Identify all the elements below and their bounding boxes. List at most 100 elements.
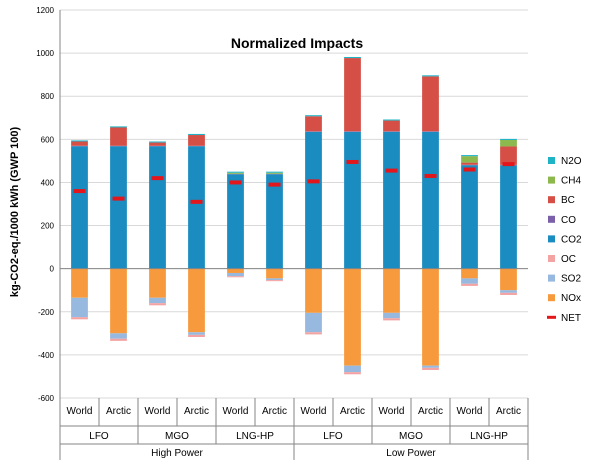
y-tick-label: 0	[50, 265, 55, 274]
bar-segment-n2o	[266, 172, 283, 173]
bar-segment-co2	[266, 174, 283, 268]
bar-segment-bc	[383, 121, 400, 132]
x-category-label: Arctic	[262, 406, 287, 417]
bar-segment-nox	[71, 269, 88, 298]
bar-segment-so2	[71, 298, 88, 317]
bar-segment-nox	[461, 269, 478, 279]
legend-swatch-so2	[548, 275, 555, 282]
fuel-group-label: LNG-HP	[470, 431, 508, 442]
gridlines	[60, 10, 528, 398]
fuel-group-label: LFO	[89, 431, 109, 442]
bar-segment-nox	[227, 269, 244, 273]
net-marker	[113, 197, 125, 201]
net-marker	[464, 168, 476, 172]
bar-segment-n2o	[461, 155, 478, 156]
legend-swatch-n2o	[548, 157, 555, 164]
legend-label: CO2	[561, 234, 582, 245]
x-category-label: Arctic	[184, 406, 209, 417]
bar-segment-oc	[344, 372, 361, 374]
bar-segment-n2o	[110, 126, 127, 127]
bar-segment-oc	[422, 368, 439, 370]
power-group-label: High Power	[151, 448, 203, 459]
bar-segment-co2	[71, 146, 88, 268]
y-tick-label: -200	[38, 308, 55, 317]
x-category-label: World	[145, 406, 171, 417]
legend-label: CH4	[561, 176, 581, 187]
bars	[71, 57, 517, 374]
bar-segment-bc	[305, 116, 322, 131]
net-marker	[191, 200, 203, 204]
bar-segment-so2	[266, 278, 283, 280]
fuel-group-label: MGO	[399, 431, 423, 442]
bar-segment-n2o	[422, 75, 439, 76]
bar-segment-co2	[500, 165, 517, 268]
x-category-label: Arctic	[418, 406, 443, 417]
bar-stack-7	[305, 115, 322, 334]
legend-label: N2O	[561, 156, 582, 167]
y-tick-label: 1000	[36, 49, 54, 58]
bar-segment-co2	[149, 146, 166, 268]
bar-stack-1	[71, 140, 88, 319]
y-tick-label: -400	[38, 351, 55, 360]
bar-segment-so2	[227, 273, 244, 276]
net-marker	[74, 189, 86, 193]
bar-segment-so2	[500, 290, 517, 293]
y-axis-label: kg-CO2-eq./1000 kWh (GWP 100)	[9, 126, 21, 297]
bar-segment-n2o	[149, 141, 166, 142]
net-marker	[503, 162, 515, 166]
bar-segment-ch4	[227, 173, 244, 174]
bar-segment-co2	[344, 132, 361, 269]
legend-swatch-bc	[548, 196, 555, 203]
bar-segment-so2	[422, 366, 439, 368]
bar-segment-bc	[188, 135, 205, 146]
bar-segment-co2	[227, 174, 244, 268]
y-tick-label: 400	[41, 178, 55, 187]
legend-swatch-co	[548, 216, 555, 223]
bar-segment-bc	[110, 127, 127, 145]
bar-segment-bc	[500, 146, 517, 164]
bar-segment-bc	[422, 76, 439, 131]
bar-segment-n2o	[344, 57, 361, 58]
legend-swatch-co2	[548, 235, 555, 242]
bar-segment-n2o	[188, 134, 205, 135]
bar-segment-so2	[383, 313, 400, 318]
net-marker	[269, 183, 281, 187]
bar-stack-11	[461, 155, 478, 286]
bar-stack-2	[110, 126, 127, 340]
bar-segment-ch4	[266, 173, 283, 174]
bar-segment-nox	[149, 269, 166, 298]
bar-segment-oc	[266, 280, 283, 281]
x-category-label: World	[67, 406, 93, 417]
bar-stack-10	[422, 75, 439, 370]
y-tick-label: -600	[38, 394, 55, 403]
bar-stack-9	[383, 120, 400, 321]
legend-swatch-oc	[548, 255, 555, 262]
legend-label: CO	[561, 215, 576, 226]
x-category-label: World	[379, 406, 405, 417]
bar-segment-bc	[149, 143, 166, 146]
bar-stack-3	[149, 141, 166, 305]
net-marker	[347, 160, 359, 164]
bar-segment-n2o	[227, 172, 244, 173]
legend-label: NET	[561, 313, 581, 324]
bar-segment-so2	[305, 313, 322, 332]
net-marker	[425, 174, 437, 178]
bar-segment-nox	[422, 269, 439, 366]
bar-segment-n2o	[305, 115, 322, 116]
bar-segment-oc	[227, 276, 244, 277]
bar-segment-co2	[383, 132, 400, 269]
bar-segment-so2	[344, 366, 361, 372]
bar-segment-nox	[188, 269, 205, 333]
bar-stack-12	[500, 139, 517, 295]
bar-segment-oc	[500, 293, 517, 295]
bar-segment-oc	[305, 332, 322, 334]
bar-segment-so2	[461, 278, 478, 283]
bar-segment-n2o	[500, 139, 517, 140]
bar-segment-nox	[266, 269, 283, 279]
bar-segment-n2o	[383, 120, 400, 121]
net-marker	[230, 180, 242, 184]
bar-stack-5	[227, 172, 244, 278]
legend-label: BC	[561, 195, 575, 206]
bar-segment-n2o	[71, 140, 88, 141]
